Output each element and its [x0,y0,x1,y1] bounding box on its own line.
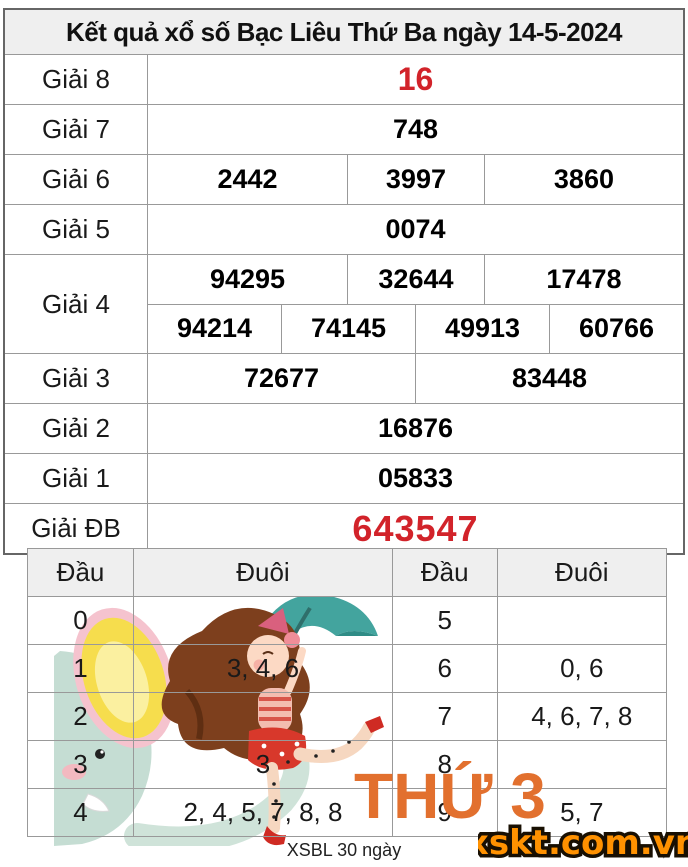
head-value: 6 [392,645,498,693]
prize-number: 17478 [483,255,683,304]
prize-row-8: Giải 8 16 [5,54,683,104]
tail-values: 3 [134,741,393,789]
prize-number: 748 [392,114,439,144]
head-value: 0 [28,597,135,645]
prize-row-db: Giải ĐB 643547 [5,503,683,553]
head-value: 9 [392,789,498,837]
tail-values: 3, 4, 6 [134,645,393,693]
prize-number-special: 643547 [352,507,479,549]
head-value: 3 [28,741,135,789]
prize-number: 2442 [217,164,278,194]
prize-label: Giải 5 [5,205,148,254]
mascot-girl-elephant-illustration [54,596,384,846]
column-header: Đuôi [497,549,667,597]
prize-number: 3997 [347,155,484,204]
prize-number: 32644 [347,255,484,304]
head-value: 4 [28,789,135,837]
prize-label: Giải 2 [5,404,148,453]
head-value: 2 [28,693,135,741]
tail-values [497,597,667,645]
tail-values [134,597,393,645]
prize-number: 05833 [377,463,454,493]
prize-number: 49913 [415,304,549,353]
column-header: Đầu [392,549,498,597]
tail-values: 5, 7 [497,789,667,837]
prize-label: Giải 6 [5,155,148,204]
prize-label: Giải 7 [5,105,148,154]
prize-number: 94214 [176,313,253,344]
prize-number: 74145 [281,304,415,353]
prize-table: Kết quả xổ số Bạc Liêu Thứ Ba ngày 14-5-… [3,8,685,555]
head-value: 1 [28,645,135,693]
prize-label: Giải 1 [5,454,148,503]
head-tail-table: Đầu Đuôi Đầu Đuôi 0 5 1 3, 4, 6 6 0, 6 2… [27,548,667,837]
site-logo-text: xskt.com.vn [478,823,688,863]
page-title: Kết quả xổ số Bạc Liêu Thứ Ba ngày 14-5-… [5,10,683,54]
head-value: 5 [392,597,498,645]
prize-row-2: Giải 2 16876 [5,403,683,453]
prize-row-1: Giải 1 05833 [5,453,683,503]
prize-number: 60766 [549,304,683,353]
weekday-watermark: THỨ 3 [354,760,546,832]
prize-number: 0074 [385,214,446,244]
prize-row-7: Giải 7 748 [5,104,683,154]
prize-number: 83448 [415,354,683,403]
prize-number: 16 [397,61,434,97]
column-header: Đuôi [134,549,393,597]
tail-values [134,693,393,741]
prize-label: Giải 8 [5,55,148,104]
prize-number: 94295 [209,263,286,294]
prize-number: 3860 [483,155,683,204]
tail-values [497,741,667,789]
tail-values: 4, 6, 7, 8 [497,693,667,741]
tail-values: 0, 6 [497,645,667,693]
prize-row-5: Giải 5 0074 [5,204,683,254]
prize-row-3: Giải 3 72677 83448 [5,353,683,403]
head-value: 7 [392,693,498,741]
xskt-site-logo: xskt.com.vn [478,820,688,867]
prize-number: 72677 [243,363,320,393]
column-header: Đầu [28,549,135,597]
head-value: 8 [392,741,498,789]
tail-values: 2, 4, 5, 7, 8, 8 [134,789,393,837]
stats-link[interactable]: XSBL 30 ngày [286,840,402,860]
prize-number: 16876 [377,413,454,443]
prize-row-4: Giải 4 94295 32644 17478 94214 74145 499… [5,254,683,353]
prize-row-6: Giải 6 2442 3997 3860 [5,154,683,204]
prize-label: Giải ĐB [5,504,148,553]
prize-label: Giải 3 [5,354,148,403]
prize-label: Giải 4 [5,255,148,353]
